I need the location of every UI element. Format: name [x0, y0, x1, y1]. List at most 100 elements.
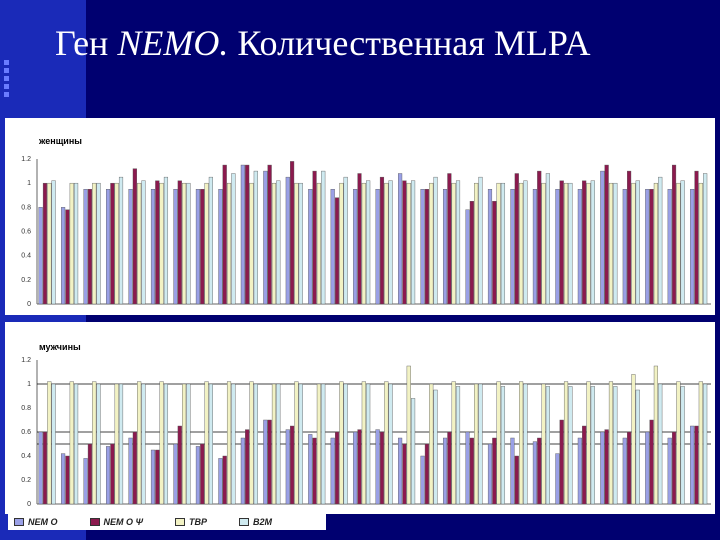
- bar-nemo-20: [487, 189, 493, 305]
- bar-nemo-20: [492, 201, 497, 305]
- bar-bm-9: [253, 170, 258, 305]
- bar-bm-15: [388, 180, 393, 305]
- bar-bm-17: [433, 389, 438, 505]
- bar-tbp-15: [384, 381, 389, 505]
- bar-nemo-8: [222, 164, 227, 305]
- bar-tbp-19: [474, 182, 479, 305]
- bar-bm-9: [253, 383, 258, 505]
- bar-tbp-9: [249, 381, 254, 505]
- bar-nemo-29: [694, 170, 699, 305]
- chart-women: женщины 0 0.2 0.4 0.6 0.8 1 1.2: [5, 118, 715, 315]
- bar-nemo-2: [87, 189, 92, 305]
- bar-nemo-27: [645, 431, 650, 505]
- bar-nemo-29: [690, 425, 695, 505]
- bar-tbp-20: [496, 182, 501, 305]
- bar-nemo-1: [61, 207, 66, 305]
- bar-nemo-22: [537, 170, 542, 305]
- bar-tbp-21: [519, 381, 524, 505]
- bar-nemo-14: [357, 173, 362, 305]
- bar-nemo-25: [600, 431, 605, 505]
- bar-nemo-9: [245, 429, 250, 505]
- bar-bm-28: [680, 180, 685, 305]
- bar-tbp-8: [226, 182, 232, 305]
- bar-bm-25: [613, 386, 618, 505]
- bar-tbp-27: [653, 365, 658, 505]
- bar-bm-28: [680, 386, 685, 505]
- bar-tbp-23: [563, 182, 569, 305]
- bar-tbp-17: [429, 383, 434, 505]
- bar-nemo-17: [424, 443, 429, 505]
- bar-nemo-26: [627, 431, 632, 505]
- legend-label: B2M: [252, 517, 272, 527]
- y-tick-label: 0.6: [21, 429, 31, 436]
- bar-tbp-16: [406, 365, 411, 505]
- y-tick-label: 0.6: [21, 229, 31, 236]
- bar-nemo-8: [218, 458, 223, 505]
- bar-bm-20: [500, 386, 506, 505]
- bar-nemo-29: [694, 425, 699, 505]
- bar-nemo-20: [492, 437, 497, 505]
- y-tick-label: 1: [27, 381, 31, 388]
- bar-bm-1: [74, 182, 79, 305]
- bar-nemo-17: [424, 189, 429, 305]
- bar-bm-14: [366, 180, 371, 305]
- bar-nemo-7: [195, 446, 200, 505]
- bar-tbp-1: [69, 381, 74, 505]
- bar-bm-8: [231, 383, 236, 505]
- bar-bm-29: [703, 173, 708, 305]
- legend-label: TBP: [188, 517, 207, 527]
- bar-tbp-16: [406, 182, 411, 305]
- bar-nemo-21: [510, 437, 515, 505]
- bar-nemo-15: [375, 429, 380, 505]
- chart-1-title: женщины: [38, 136, 82, 146]
- bar-nemo-17: [420, 189, 425, 305]
- title-suffix: Количественная MLPA: [228, 23, 591, 63]
- bar-nemo-14: [357, 429, 362, 505]
- bar-tbp-0: [47, 182, 52, 305]
- bar-nemo-26: [622, 437, 627, 505]
- bar-tbp-23: [563, 381, 569, 505]
- legend-swatch: [238, 518, 249, 526]
- bar-bm-4: [141, 383, 146, 505]
- bar-nemo-11: [285, 429, 290, 505]
- bar-nemo-21: [514, 173, 519, 305]
- bar-tbp-13: [339, 182, 344, 305]
- bar-tbp-29: [698, 182, 703, 305]
- bar-tbp-14: [361, 182, 366, 305]
- bar-nemo-0: [42, 182, 48, 305]
- bar-nemo-10: [263, 170, 268, 305]
- y-tick-label: 0.2: [21, 477, 31, 484]
- bar-bm-7: [208, 176, 213, 305]
- legend-item-1: NEM O Ψ: [89, 517, 143, 527]
- bar-nemo-24: [582, 425, 587, 505]
- bar-nemo-11: [285, 176, 290, 305]
- bar-tbp-25: [608, 381, 614, 505]
- bar-bm-16: [411, 398, 416, 505]
- decorative-dots: [2, 60, 12, 120]
- bar-tbp-24: [586, 381, 591, 505]
- bar-tbp-9: [249, 182, 254, 305]
- bar-tbp-5: [159, 381, 164, 505]
- bar-bm-22: [545, 386, 550, 505]
- title-prefix: Ген: [55, 23, 118, 63]
- bar-nemo-26: [622, 189, 627, 305]
- bar-bm-16: [411, 180, 416, 305]
- bar-nemo-1: [65, 455, 70, 505]
- bar-nemo-6: [177, 425, 182, 505]
- bar-nemo-12: [312, 170, 317, 305]
- bar-nemo-18: [447, 431, 452, 505]
- bar-nemo-13: [330, 437, 335, 505]
- bar-nemo-16: [398, 437, 403, 505]
- bar-tbp-11: [294, 381, 299, 505]
- bar-nemo-24: [582, 180, 587, 305]
- bar-nemo-23: [555, 453, 560, 505]
- bar-nemo-3: [105, 446, 111, 505]
- bar-tbp-2: [92, 381, 97, 505]
- bar-tbp-1: [69, 182, 74, 305]
- bar-nemo-2: [83, 458, 88, 505]
- bar-tbp-28: [676, 182, 681, 305]
- slide-title: Ген NEMO. Количественная MLPA: [55, 22, 591, 64]
- bar-bm-23: [568, 386, 573, 505]
- bar-tbp-11: [294, 182, 299, 305]
- bar-nemo-25: [604, 164, 609, 305]
